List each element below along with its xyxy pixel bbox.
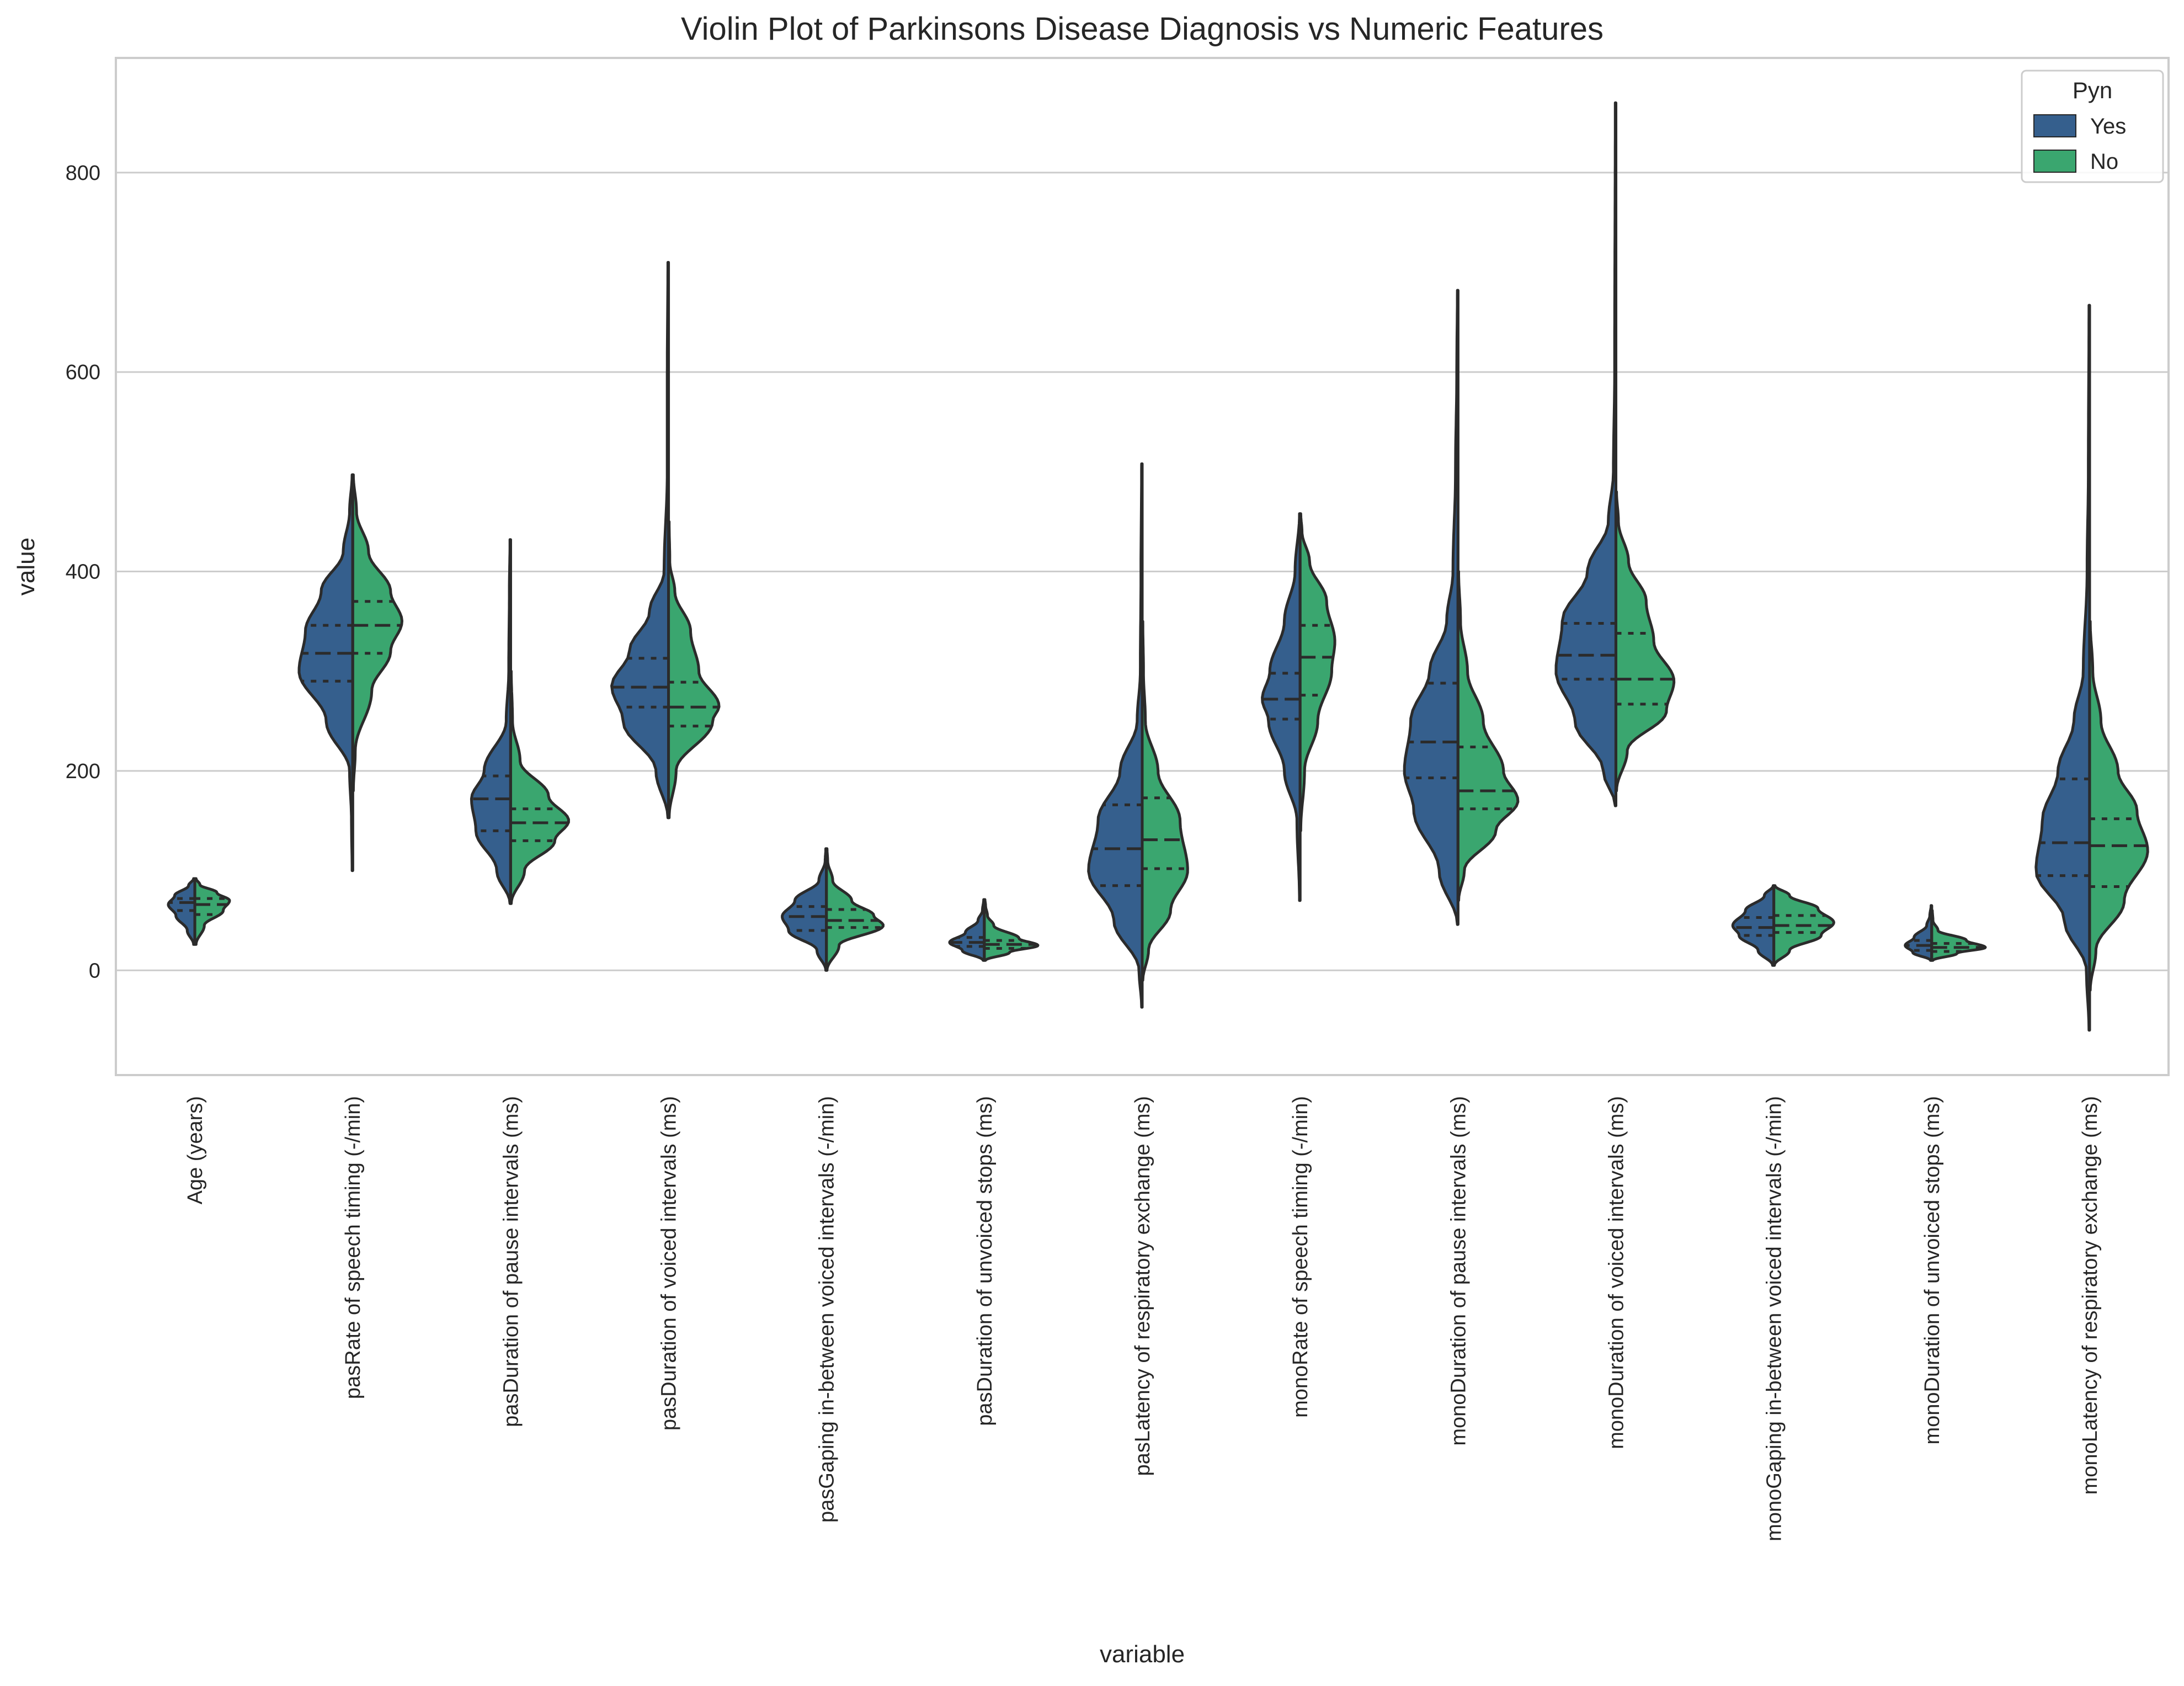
violin-no-3	[667, 520, 721, 820]
violin-no-12	[2088, 620, 2149, 992]
violin-no-9	[1614, 490, 1676, 793]
x-tick-label: pasGaping in-between voiced intervals (-…	[816, 1096, 839, 1523]
x-tick-label: monoLatency of respiratory exchange (ms)	[2079, 1096, 2102, 1494]
violin-no-1	[351, 473, 403, 793]
x-tick-label: Age (years)	[184, 1096, 207, 1204]
y-tick-label: 800	[66, 162, 100, 185]
plot-frame	[115, 57, 2170, 1076]
violin-no-7	[1298, 512, 1336, 832]
y-tick-label: 600	[66, 361, 100, 384]
x-tick-label: monoRate of speech timing (-/min)	[1289, 1096, 1312, 1418]
legend-swatch-yes	[2033, 114, 2076, 137]
y-tick-label: 0	[89, 959, 100, 982]
violin-no-2	[509, 669, 570, 905]
legend-label-no: No	[2090, 150, 2118, 174]
y-tick-label: 400	[66, 561, 100, 584]
y-axis-title: value	[13, 538, 40, 595]
y-tick-labels: 0 200 400 600 800	[66, 162, 100, 982]
legend-label-yes: Yes	[2090, 114, 2126, 139]
legend-swatch-no	[2033, 150, 2076, 173]
violin-no-0	[193, 877, 231, 946]
chart-title: Violin Plot of Parkinsons Disease Diagno…	[681, 11, 1604, 47]
x-tick-label: monoGaping in-between voiced intervals (…	[1763, 1096, 1786, 1541]
x-tick-label: monoDuration of unvoiced stops (ms)	[1921, 1096, 1944, 1445]
violin-yes-10	[1731, 884, 1776, 967]
x-tick-label: pasLatency of respiratory exchange (ms)	[1131, 1096, 1154, 1476]
violin-no-8	[1456, 570, 1520, 902]
x-tick-label: monoDuration of pause intervals (ms)	[1447, 1096, 1470, 1446]
x-tick-label: pasDuration of voiced intervals (ms)	[658, 1096, 681, 1430]
legend-title: Pyn	[2073, 77, 2112, 103]
x-tick-label: pasRate of speech timing (-/min)	[342, 1096, 365, 1399]
violin-layer	[167, 101, 2149, 1032]
x-tick-label: pasDuration of unvoiced stops (ms)	[973, 1096, 997, 1426]
violin-yes-4	[781, 847, 828, 972]
legend: Pyn Yes No	[2021, 70, 2164, 183]
x-tick-label: pasDuration of pause intervals (ms)	[499, 1096, 523, 1427]
x-tick-labels: Age (years) pasRate of speech timing (-/m…	[184, 1096, 2102, 1541]
x-axis-title: variable	[1100, 1641, 1185, 1668]
violin-yes-7	[1261, 512, 1302, 902]
violin-yes-1	[297, 473, 354, 873]
x-tick-label: monoDuration of voiced intervals (ms)	[1605, 1096, 1628, 1449]
y-tick-label: 200	[66, 760, 100, 783]
